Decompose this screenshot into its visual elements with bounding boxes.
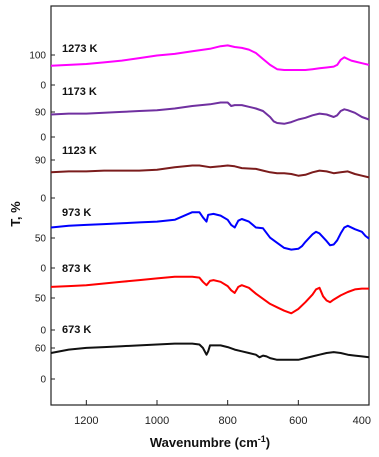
x-tick-label-0: 1200 [74, 415, 98, 427]
series-label-2: 1123 K [62, 145, 97, 157]
series-label-1: 1173 K [62, 86, 97, 98]
x-tick-label-4: 400 [353, 415, 371, 427]
y-tick-label-1-0: 90 [35, 108, 47, 119]
series-label-3: 973 K [62, 207, 91, 219]
y-tick-label-4-0: 50 [35, 294, 47, 305]
y-tick-label-0-0: 100 [29, 51, 46, 62]
series-layer: 1273 K 1173 K 1123 K 973 K 873 K 673 K [50, 43, 370, 361]
x-axis-title-sup: -1 [258, 434, 266, 444]
series-line-2 [50, 164, 370, 179]
x-axis-title-close: ) [266, 435, 270, 450]
series-line-3 [50, 211, 370, 251]
plot-frame [50, 5, 370, 406]
y-tick-label-5-0: 60 [35, 344, 47, 355]
y-tick-layer: 100 0 90 0 90 0 50 0 50 0 60 0 [29, 51, 55, 386]
series-label-5: 673 K [62, 324, 91, 336]
series-line-1 [50, 101, 370, 125]
y-tick-label-3-1: 0 [40, 264, 46, 275]
x-tick-label-1: 1000 [145, 415, 169, 427]
y-tick-label-3-0: 50 [35, 234, 47, 245]
x-tick-label-2: 800 [218, 415, 236, 427]
y-tick-label-0-1: 0 [40, 81, 46, 92]
y-tick-label-2-0: 90 [35, 156, 47, 167]
series-label-4: 873 K [62, 263, 91, 275]
series-line-0 [50, 44, 370, 71]
y-tick-label-1-1: 0 [40, 133, 46, 144]
y-tick-label-4-1: 0 [40, 326, 46, 337]
series-line-5 [50, 342, 370, 361]
y-tick-label-5-1: 0 [40, 375, 46, 386]
series-label-0: 1273 K [62, 43, 98, 55]
x-tick-label-3: 600 [289, 415, 307, 427]
x-axis-title-main: Wavenumbre (cm [150, 435, 258, 450]
x-axis-title: Wavenumbre (cm-1) [150, 434, 270, 450]
y-axis-title: T, % [8, 201, 23, 227]
series-line-4 [50, 275, 369, 315]
x-tick-layer: 1200 1000 800 600 400 [74, 400, 371, 427]
y-tick-label-2-1: 0 [40, 194, 46, 205]
